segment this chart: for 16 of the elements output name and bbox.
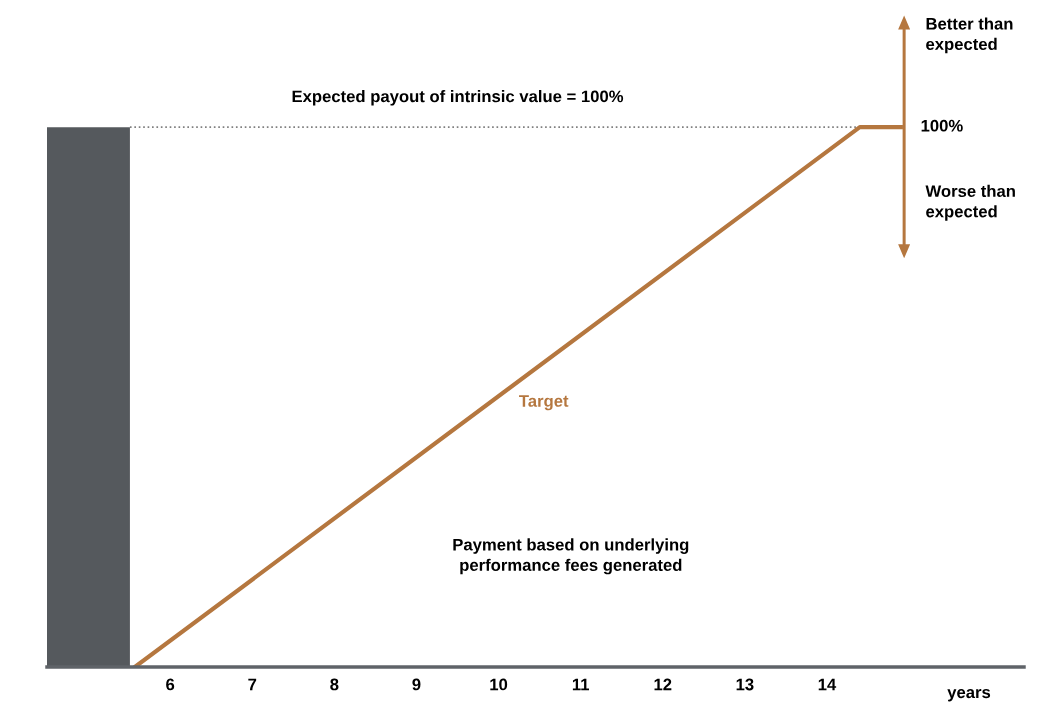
x-tick-label: 10	[490, 678, 508, 691]
annotation: Target	[519, 395, 569, 411]
annotation: 100%	[921, 119, 963, 132]
x-tick-label: 8	[330, 678, 339, 691]
x-tick-label: 14	[818, 678, 837, 691]
annotation: Worse than expected	[925, 184, 1015, 221]
x-tick-label: 6	[166, 678, 175, 691]
text: Better than expected	[926, 17, 1013, 54]
x-axis-title: years	[947, 689, 991, 702]
x-tick-label: 12	[654, 678, 672, 691]
annotation: Payment based on underlying performance fees generated	[453, 538, 689, 575]
x-tick-label: 7	[248, 678, 257, 691]
ref-line-label: Expected payout of intrinsic value = 100%	[292, 90, 624, 106]
x-tick-label: 13	[736, 678, 754, 691]
x-tick-label: 9	[412, 678, 421, 691]
x-tick-label: 11	[572, 678, 589, 691]
